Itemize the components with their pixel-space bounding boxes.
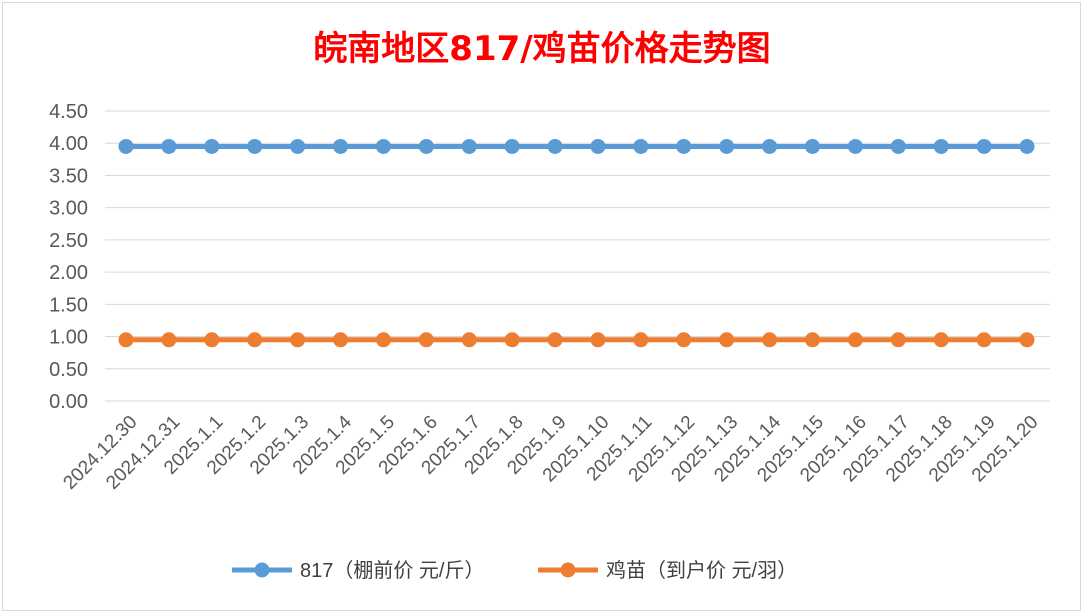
data-point [204, 332, 220, 348]
chart-title: 皖南地区817/鸡苗价格走势图 [313, 29, 770, 69]
data-point [333, 332, 349, 348]
legend-marker-2 [560, 562, 576, 578]
data-point [590, 138, 606, 154]
data-point [719, 332, 735, 348]
y-tick-label: 4.50 [49, 101, 88, 123]
data-point [633, 332, 649, 348]
data-point [247, 332, 263, 348]
data-point [161, 332, 177, 348]
data-point [418, 138, 434, 154]
data-point [1019, 332, 1035, 348]
data-point [118, 138, 134, 154]
data-point [676, 332, 692, 348]
data-point [290, 332, 306, 348]
data-point [719, 138, 735, 154]
data-point [118, 332, 134, 348]
data-point [847, 138, 863, 154]
data-point [676, 138, 692, 154]
data-point [933, 332, 949, 348]
series-group [118, 138, 1035, 348]
data-point [418, 332, 434, 348]
data-point [890, 138, 906, 154]
y-tick-label: 2.00 [49, 262, 88, 284]
y-tick-label: 1.00 [49, 327, 88, 349]
data-point [590, 332, 606, 348]
y-tick-label: 0.00 [49, 391, 88, 413]
legend-marker-1 [254, 562, 270, 578]
y-tick-label: 0.50 [49, 359, 88, 381]
y-tick-label: 3.50 [49, 165, 88, 187]
legend-label-1: 817（棚前价 元/斤） [300, 559, 484, 582]
data-point [461, 138, 477, 154]
y-tick-label: 3.00 [49, 198, 88, 220]
data-point [933, 138, 949, 154]
data-point [976, 332, 992, 348]
data-point [547, 332, 563, 348]
y-tick-label: 4.00 [49, 133, 88, 155]
x-axis: 2024.12.302024.12.312025.1.12025.1.22025… [59, 411, 1042, 493]
gridlines [105, 110, 1050, 402]
y-axis: 0.00 0.50 1.00 1.50 2.00 2.50 3.00 3.50 4.00 4.50 [49, 101, 88, 413]
data-point [375, 138, 391, 154]
data-point [1019, 138, 1035, 154]
data-point [375, 332, 391, 348]
data-point [504, 138, 520, 154]
y-tick-label: 2.50 [49, 230, 88, 252]
data-point [247, 138, 263, 154]
data-point [847, 332, 863, 348]
legend-label-2: 鸡苗（到户价 元/羽） [606, 559, 797, 582]
data-point [762, 138, 778, 154]
data-point [204, 138, 220, 154]
data-point [633, 138, 649, 154]
y-tick-label: 1.50 [49, 294, 88, 316]
data-point [161, 138, 177, 154]
legend: 817（棚前价 元/斤） 鸡苗（到户价 元/羽） [232, 559, 797, 582]
data-point [890, 332, 906, 348]
data-point [333, 138, 349, 154]
data-point [804, 332, 820, 348]
data-point [547, 138, 563, 154]
data-point [762, 332, 778, 348]
data-point [804, 138, 820, 154]
data-point [504, 332, 520, 348]
data-point [461, 332, 477, 348]
data-point [290, 138, 306, 154]
data-point [976, 138, 992, 154]
